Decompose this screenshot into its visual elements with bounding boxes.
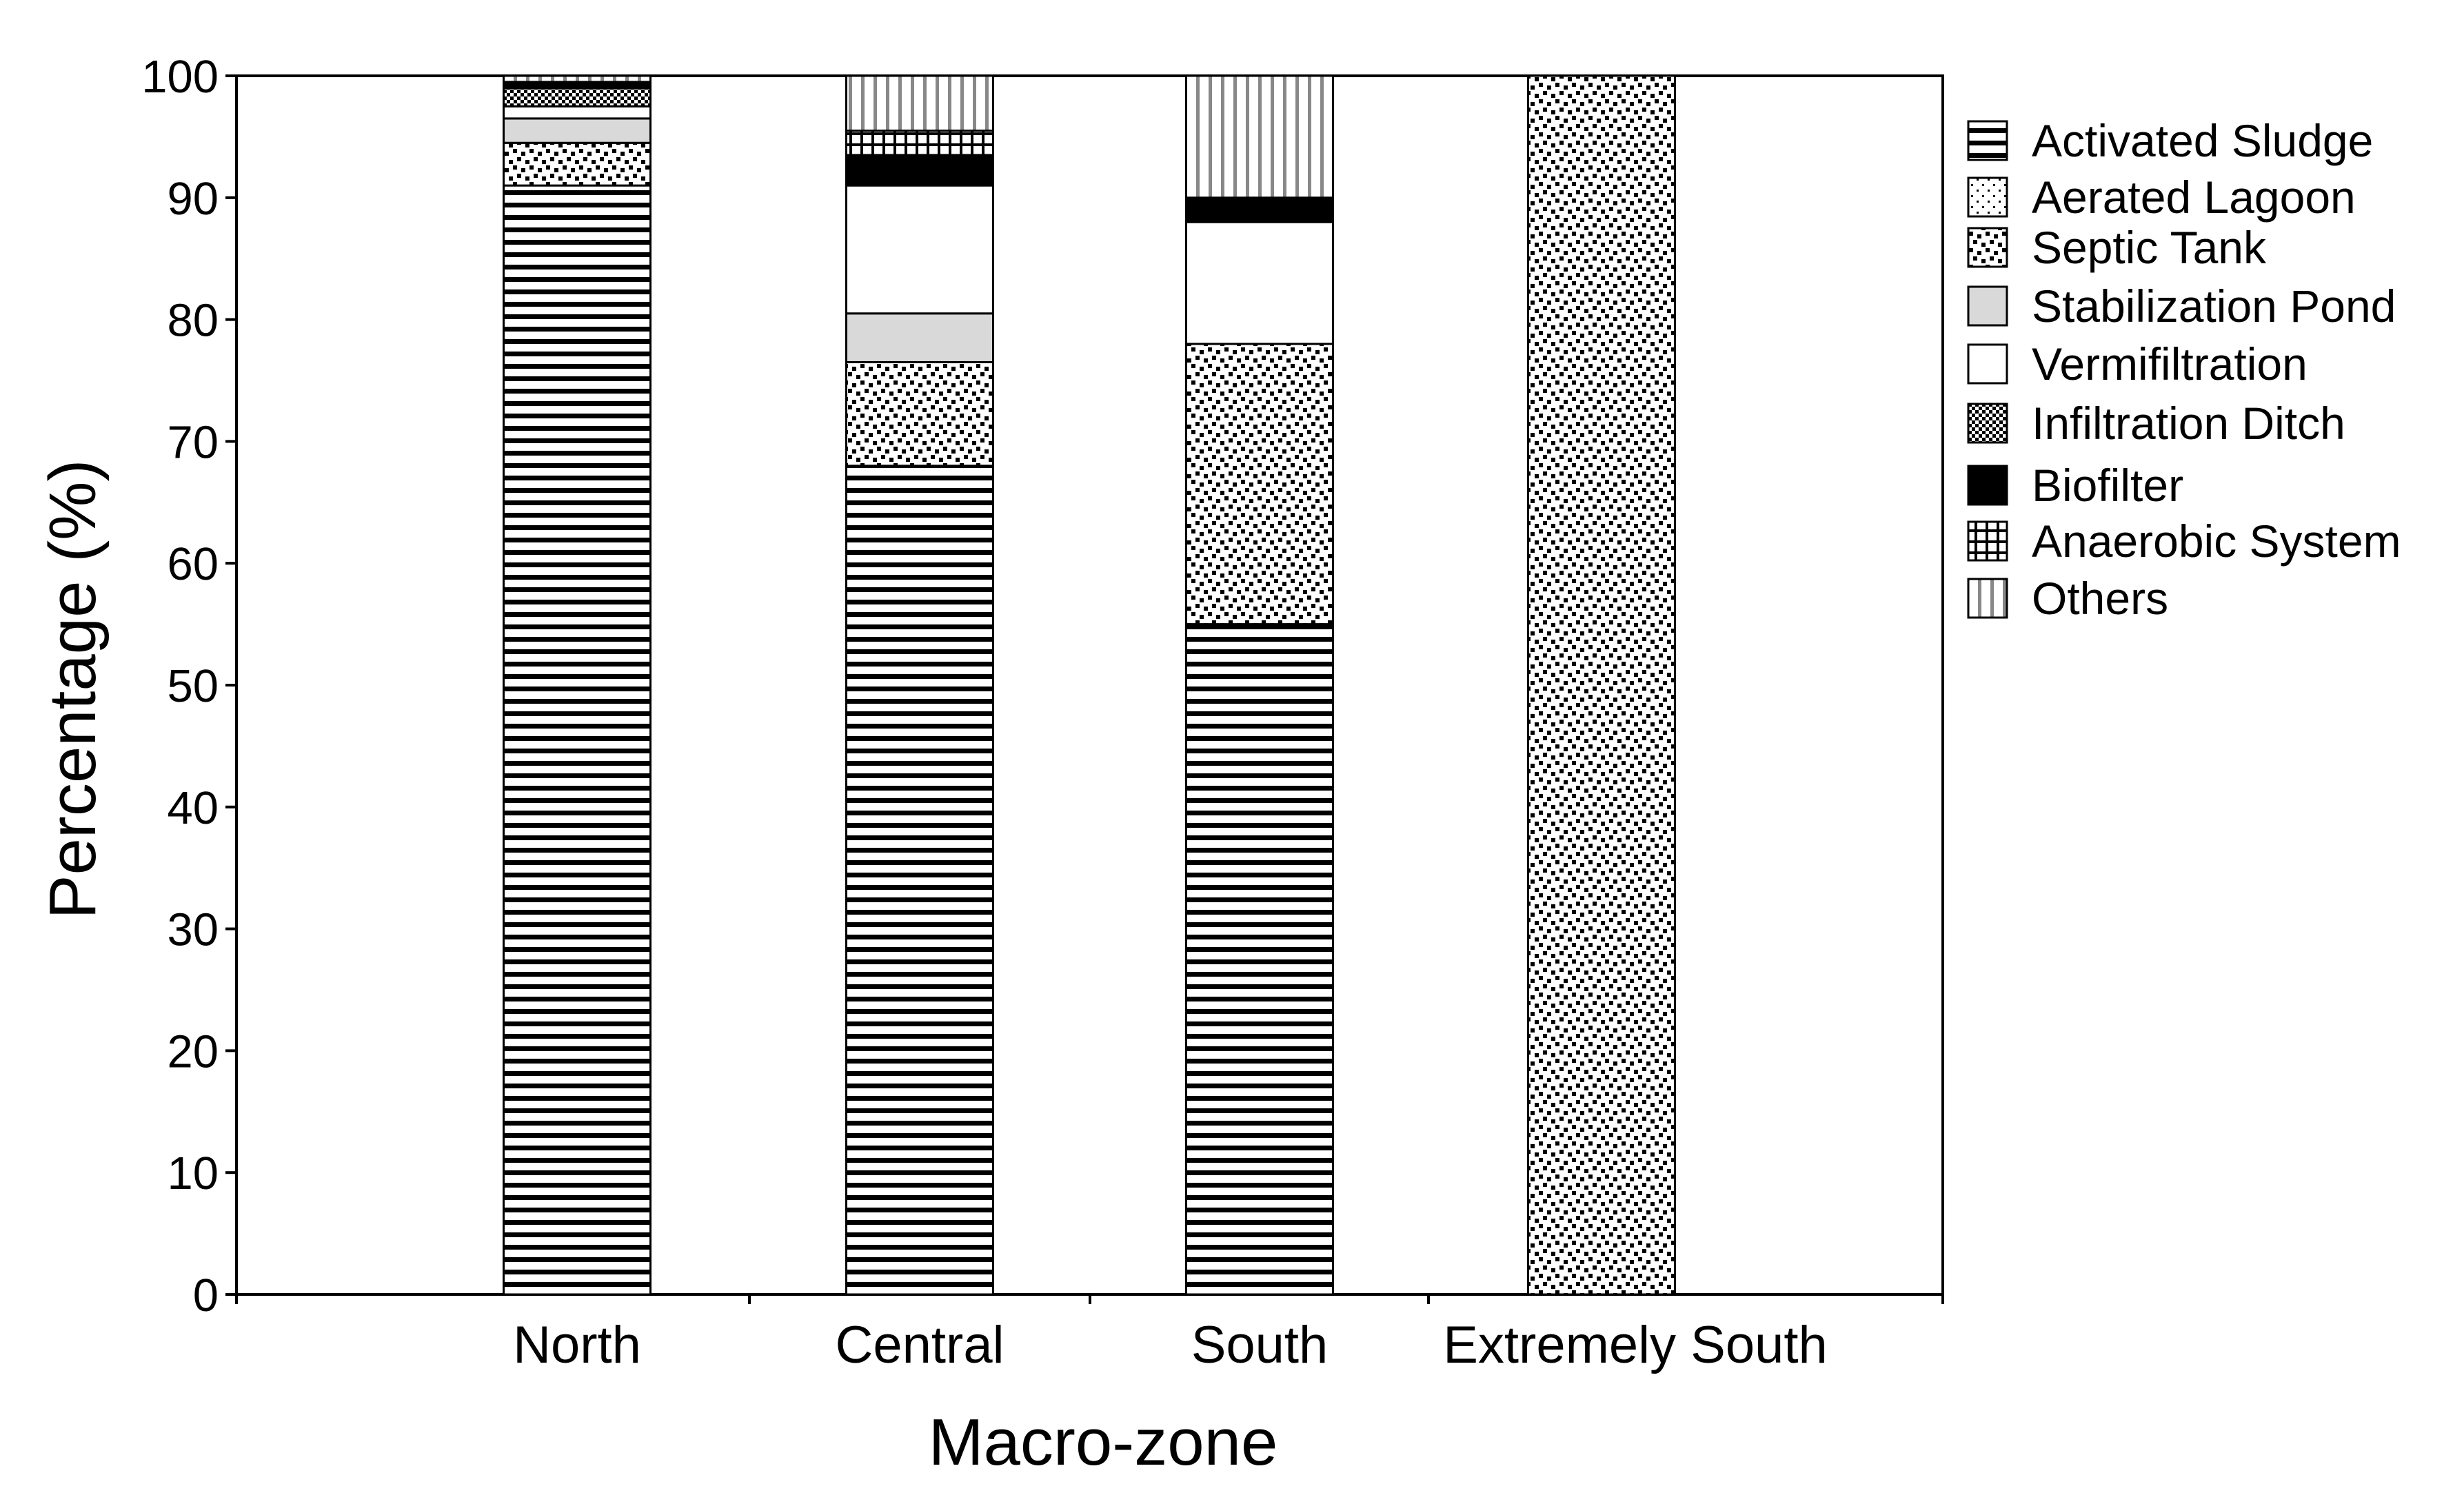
- bar-segment: [845, 130, 994, 156]
- legend-label: Infiltration Ditch: [2032, 398, 2345, 449]
- y-tick-label: 80: [167, 295, 219, 347]
- y-tick-label: 60: [167, 538, 219, 590]
- legend-label: Activated Sludge: [2032, 115, 2373, 166]
- bar-segment: [845, 312, 994, 363]
- legend-item: Biofilter: [1967, 460, 2183, 511]
- legend-item: Septic Tank: [1967, 222, 2267, 273]
- x-tick-label: Extremely South: [1443, 1316, 1828, 1374]
- plot-area: [235, 74, 1944, 1296]
- x-tick-label: Central: [836, 1316, 1004, 1374]
- legend-label: Others: [2032, 573, 2168, 624]
- legend-label: Anaerobic System: [2032, 516, 2401, 567]
- legend-item: Vermifiltration: [1967, 338, 2308, 389]
- x-axis-title: Macro-zone: [929, 1405, 1278, 1479]
- bar-segment: [1185, 623, 1334, 1296]
- bar-segment: [1185, 343, 1334, 626]
- legend-label: Aerated Lagoon: [2032, 172, 2356, 223]
- bar-segment: [503, 105, 652, 120]
- legend-swatch: [1967, 285, 2008, 327]
- y-tick-label: 20: [167, 1026, 219, 1077]
- bar-segment: [845, 184, 994, 315]
- bar-segment: [845, 360, 994, 467]
- legend-swatch: [1967, 176, 2008, 218]
- x-tick-label: North: [513, 1316, 641, 1374]
- y-tick-label: 30: [167, 904, 219, 956]
- legend-label: Biofilter: [2032, 460, 2183, 511]
- legend-label: Septic Tank: [2032, 222, 2267, 273]
- bar-segment: [845, 465, 994, 1296]
- x-tick-label: South: [1191, 1316, 1329, 1374]
- bar-stack: [503, 74, 652, 1296]
- y-tick-label: 90: [167, 173, 219, 225]
- plot-border: [235, 74, 1944, 1296]
- bar-segment: [503, 117, 652, 144]
- legend-swatch: [1967, 465, 2008, 506]
- legend-item: Stabilization Pond: [1967, 281, 2396, 332]
- legend-item: Infiltration Ditch: [1967, 398, 2345, 449]
- bar-segment: [845, 154, 994, 187]
- y-tick-label: 40: [167, 782, 219, 834]
- y-tick-label: 70: [167, 416, 219, 468]
- bar-segment: [1527, 74, 1676, 1296]
- y-tick-label: 0: [193, 1270, 219, 1321]
- legend-swatch: [1967, 227, 2008, 268]
- bar-stack: [1185, 74, 1334, 1296]
- legend-swatch: [1967, 403, 2008, 444]
- x-axis: North Central South Extremely South: [235, 1294, 1944, 1374]
- legend-item: Anaerobic System: [1967, 516, 2401, 567]
- y-tick-label: 50: [167, 660, 219, 712]
- legend-swatch: [1967, 120, 2008, 161]
- legend-label: Vermifiltration: [2032, 338, 2308, 389]
- y-tick-label: 100: [141, 51, 219, 103]
- legend-swatch: [1967, 343, 2008, 385]
- legend-item: Activated Sludge: [1967, 115, 2373, 166]
- bar-segment: [503, 184, 652, 1296]
- bar-segment: [503, 74, 652, 83]
- legend-item: Others: [1967, 573, 2168, 624]
- bar-segment: [1185, 221, 1334, 345]
- bars: [503, 74, 1676, 1296]
- y-axis: 0 10 20 30 40 50 60 70 80 90 100: [141, 51, 236, 1321]
- y-tick-label: 10: [167, 1148, 219, 1199]
- bar-segment: [1185, 74, 1334, 199]
- bar-stack: [845, 74, 994, 1296]
- legend-label: Stabilization Pond: [2032, 281, 2396, 332]
- bar-segment: [1185, 196, 1334, 223]
- y-axis-title: Percentage (%): [36, 460, 110, 919]
- legend-swatch: [1967, 520, 2008, 562]
- bar-segment: [845, 74, 994, 132]
- bar-segment: [503, 87, 652, 108]
- bar-segment: [503, 141, 652, 187]
- bar-stack: [1527, 74, 1676, 1296]
- legend-item: Aerated Lagoon: [1967, 172, 2356, 223]
- legend-swatch: [1967, 578, 2008, 619]
